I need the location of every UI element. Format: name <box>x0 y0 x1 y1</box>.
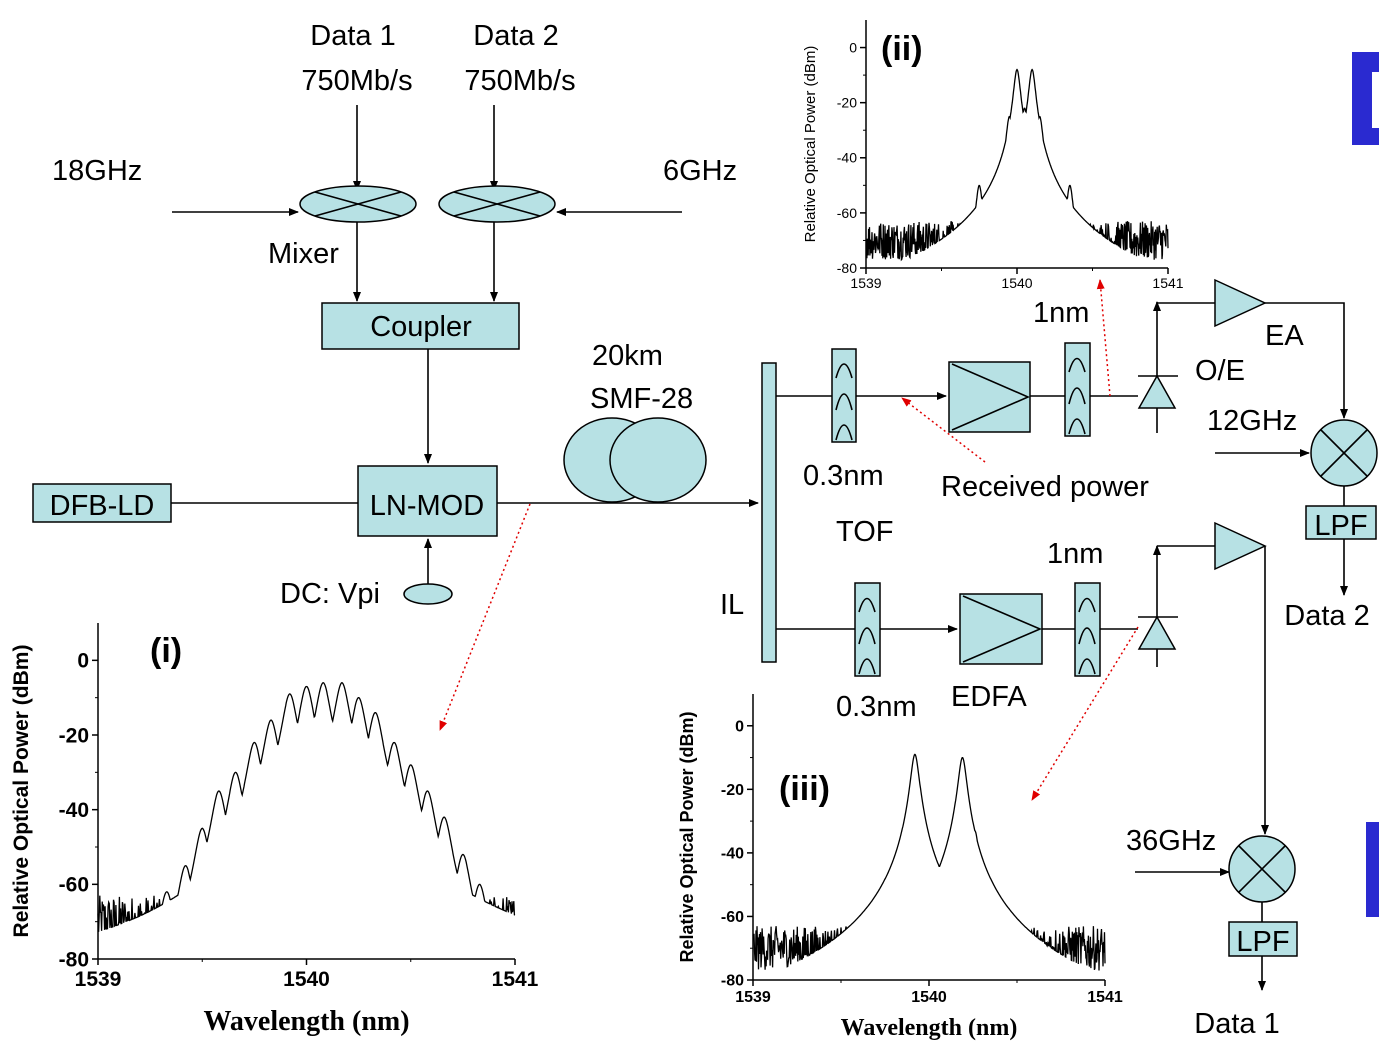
x-tick-label: 1540 <box>283 968 330 991</box>
y-axis-label: Relative Optical Power (dBm) <box>677 711 697 962</box>
y-axis-label: Relative Optical Power (dBm) <box>802 46 819 243</box>
data2-rate-label: 750Mb/s <box>464 65 575 97</box>
edge-mark-top <box>1352 52 1379 145</box>
mixer-2 <box>438 185 556 223</box>
mixer-1 <box>299 185 417 223</box>
pointer-to-spectrum-i <box>439 503 531 731</box>
lpf-lower-label: LPF <box>1236 926 1289 958</box>
y-tick-label: 0 <box>849 39 857 55</box>
interleaver-label: IL <box>720 589 744 621</box>
x-tick-label: 1541 <box>1152 275 1183 291</box>
edge-mark-bottom <box>1366 822 1379 917</box>
modulator-label: LN-MOD <box>370 490 484 522</box>
data2-label: Data 2 <box>473 20 558 52</box>
photodiode-upper <box>1137 374 1178 433</box>
y-tick-label: -40 <box>59 799 89 822</box>
y-tick-label: -80 <box>59 948 89 971</box>
ea-lower <box>1214 521 1267 571</box>
x-tick-label: 1539 <box>75 968 122 991</box>
laser-label: DFB-LD <box>50 490 155 522</box>
y-tick-label: -40 <box>721 845 744 862</box>
tof-label: TOF <box>836 516 893 548</box>
y-tick-label: 0 <box>735 718 744 735</box>
y-tick-label: -80 <box>837 260 857 276</box>
y-axis-label: Relative Optical Power (dBm) <box>10 645 33 938</box>
fiber-type-label: SMF-28 <box>590 383 693 415</box>
filter-lower <box>1074 582 1101 677</box>
spectrum-trace <box>97 681 516 932</box>
edfa-label: EDFA <box>951 681 1027 713</box>
spectrum-trace <box>865 68 1169 262</box>
spectrum-trace <box>752 753 1106 971</box>
ea-upper <box>1214 278 1267 328</box>
x-axis-label: Wavelength (nm) <box>203 1006 409 1037</box>
edfa-upper <box>948 361 1031 433</box>
data1-rate-label: 750Mb/s <box>301 65 412 97</box>
fiber-spool <box>563 417 707 503</box>
ea-label: EA <box>1265 320 1304 352</box>
mixer-lower <box>1228 835 1296 903</box>
panel-label: (i) <box>150 632 182 670</box>
fiber-length-label: 20km <box>592 340 663 372</box>
tof-lower-bw-label: 0.3nm <box>836 691 917 723</box>
y-tick-label: 0 <box>77 650 89 673</box>
tof-lower <box>854 582 881 677</box>
bias-label: DC: Vpi <box>280 578 380 610</box>
mixer-upper <box>1310 419 1378 487</box>
tof-upper-bw-label: 0.3nm <box>803 460 884 492</box>
y-tick-label: -20 <box>837 95 857 111</box>
panel-label: (ii) <box>881 30 923 68</box>
data1-label: Data 1 <box>310 20 395 52</box>
lo-12ghz-label: 12GHz <box>1207 405 1297 437</box>
oe-label: O/E <box>1195 355 1245 387</box>
y-tick-label: -40 <box>837 150 857 166</box>
x-tick-label: 1541 <box>492 968 539 991</box>
lo-18ghz-label: 18GHz <box>52 155 142 187</box>
lo-6ghz-label: 6GHz <box>663 155 737 187</box>
output-lower-label: Data 1 <box>1194 1008 1279 1040</box>
pointer-to-spectrum-ii <box>1096 279 1111 397</box>
lpf-upper <box>1305 505 1377 540</box>
lo-36ghz-label: 36GHz <box>1126 825 1216 857</box>
x-tick-label: 1539 <box>735 989 771 1006</box>
output-upper-label: Data 2 <box>1284 600 1369 632</box>
y-tick-label: -60 <box>837 205 857 221</box>
x-tick-label: 1539 <box>850 275 881 291</box>
lpf-upper-label: LPF <box>1314 510 1367 542</box>
tof-upper <box>831 348 857 443</box>
y-tick-label: -60 <box>59 874 89 897</box>
received-power-label: Received power <box>941 471 1149 503</box>
edfa-lower <box>959 593 1043 665</box>
lpf-lower <box>1228 921 1298 957</box>
y-tick-label: -20 <box>59 724 89 747</box>
pointer-to-spectrum-iii <box>1031 626 1139 801</box>
y-tick-label: -80 <box>721 973 744 990</box>
coupler-box <box>321 302 520 350</box>
interleaver <box>761 362 777 663</box>
filter-lower-label: 1nm <box>1047 538 1103 570</box>
ea-to-mixer-upper <box>1265 302 1348 419</box>
photodiode-lower <box>1137 615 1178 667</box>
x-tick-label: 1540 <box>911 989 947 1006</box>
modulator-box <box>357 465 498 537</box>
filter-upper-label: 1nm <box>1033 297 1089 329</box>
coupler-label: Coupler <box>370 311 472 343</box>
x-tick-label: 1541 <box>1087 989 1123 1006</box>
x-axis-label: Wavelength (nm) <box>841 1015 1018 1041</box>
panel-label: (iii) <box>779 770 830 808</box>
bias-source <box>403 583 453 605</box>
y-tick-label: -20 <box>721 782 744 799</box>
x-tick-label: 1540 <box>1001 275 1032 291</box>
mixer-label: Mixer <box>268 238 339 270</box>
filter-upper <box>1064 342 1091 437</box>
y-tick-label: -60 <box>721 909 744 926</box>
